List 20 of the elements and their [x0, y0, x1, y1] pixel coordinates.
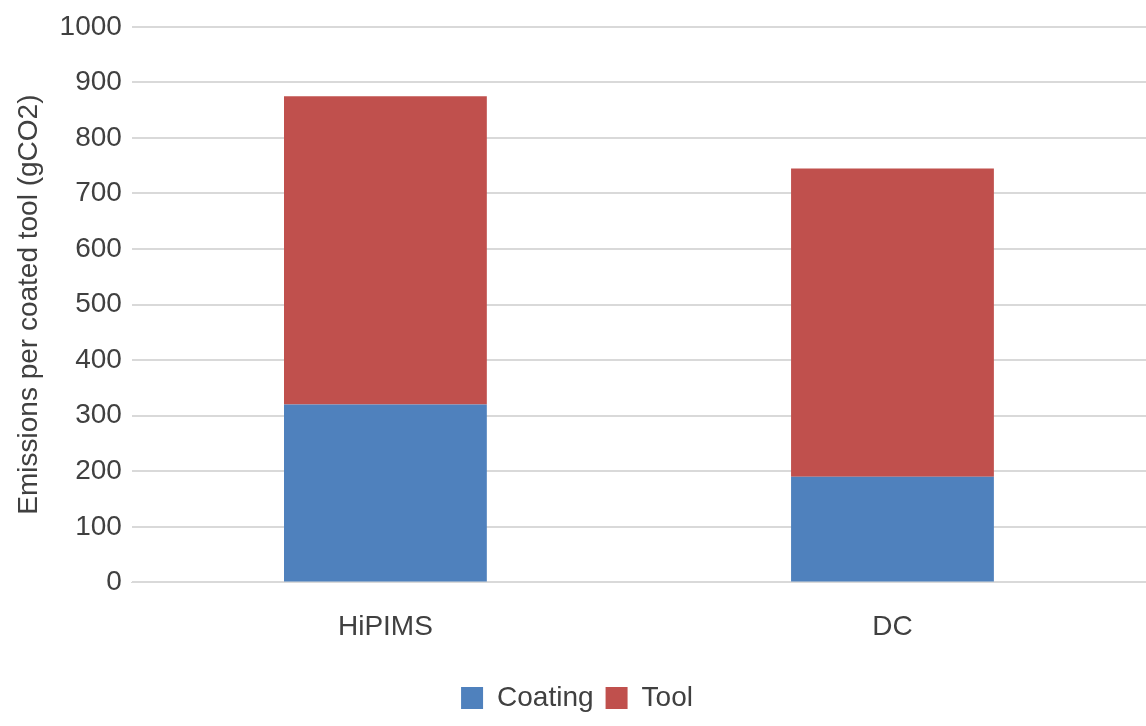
legend-label: Tool — [641, 680, 693, 712]
y-tick-label: 400 — [75, 342, 122, 374]
y-tick-label: 900 — [75, 65, 122, 97]
bar — [284, 404, 487, 582]
x-tick-label: DC — [872, 609, 913, 641]
y-tick-label: 800 — [75, 120, 122, 152]
y-tick-label: 700 — [75, 176, 122, 208]
bar — [791, 168, 994, 477]
y-tick-label: 100 — [75, 509, 122, 541]
y-axis-title: Emissions per coated tool (gCO2) — [11, 94, 43, 515]
y-tick-label: 500 — [75, 287, 122, 319]
y-tick-label: 0 — [106, 565, 122, 597]
y-tick-label: 1000 — [59, 9, 122, 41]
y-tick-label: 600 — [75, 231, 122, 263]
y-tick-label: 300 — [75, 398, 122, 430]
bar — [284, 96, 487, 405]
y-tick-label: 200 — [75, 454, 122, 485]
legend-label: Coating — [497, 680, 594, 712]
bar — [791, 476, 994, 582]
x-tick-label: HiPIMS — [337, 609, 433, 641]
